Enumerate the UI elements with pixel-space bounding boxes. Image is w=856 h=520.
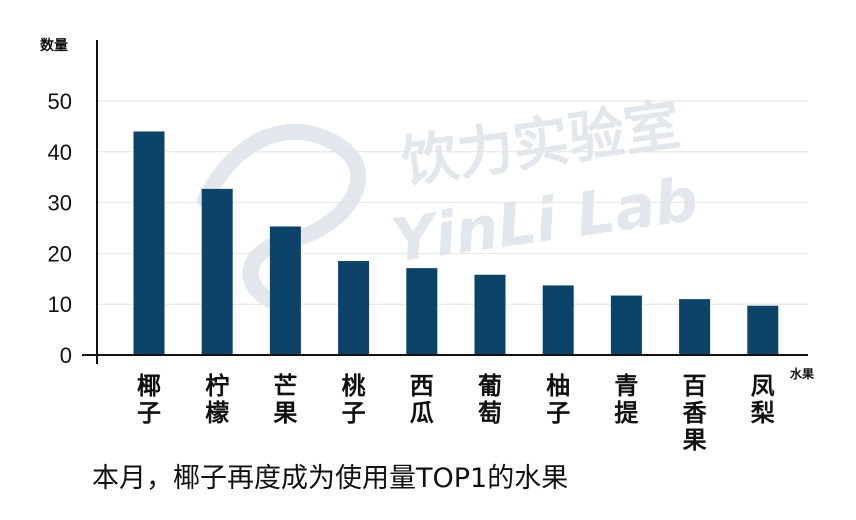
- bar-9: [747, 305, 779, 355]
- bar-4: [406, 268, 438, 355]
- bar-1: [201, 188, 233, 355]
- category-label: 葡萄: [477, 372, 502, 427]
- category-label: 西瓜: [410, 372, 434, 427]
- category-label: 百香果: [683, 372, 708, 454]
- category-label: 青提: [614, 372, 639, 427]
- bar-5: [474, 274, 506, 355]
- watermark-logo: [197, 123, 367, 308]
- bar-3: [338, 261, 370, 355]
- x-axis-label: 水果: [790, 366, 814, 381]
- bars: [133, 131, 779, 355]
- y-tick-label: 0: [60, 343, 72, 368]
- y-tick-label: 40: [48, 140, 72, 165]
- bar-7: [610, 295, 642, 355]
- y-tick-label: 50: [48, 89, 72, 114]
- y-tick-label: 10: [48, 292, 72, 317]
- caption: 本月，椰子再度成为使用量TOP1的水果: [92, 463, 569, 494]
- bar-6: [542, 285, 574, 355]
- y-axis-label: 数量: [40, 37, 68, 54]
- bar-0: [133, 131, 165, 355]
- category-label: 柚子: [546, 372, 570, 427]
- bar-2: [269, 226, 301, 355]
- y-tick-label: 20: [48, 241, 72, 266]
- bar-8: [679, 299, 711, 355]
- y-tick-label: 30: [48, 191, 72, 216]
- category-label: 椰子: [137, 372, 161, 427]
- category-label: 柠檬: [205, 372, 229, 427]
- category-label: 桃子: [342, 372, 366, 427]
- category-label: 芒果: [273, 372, 297, 427]
- y-tick-labels: 0 10 20 30 40 50: [48, 89, 72, 368]
- category-label: 凤梨: [751, 372, 775, 427]
